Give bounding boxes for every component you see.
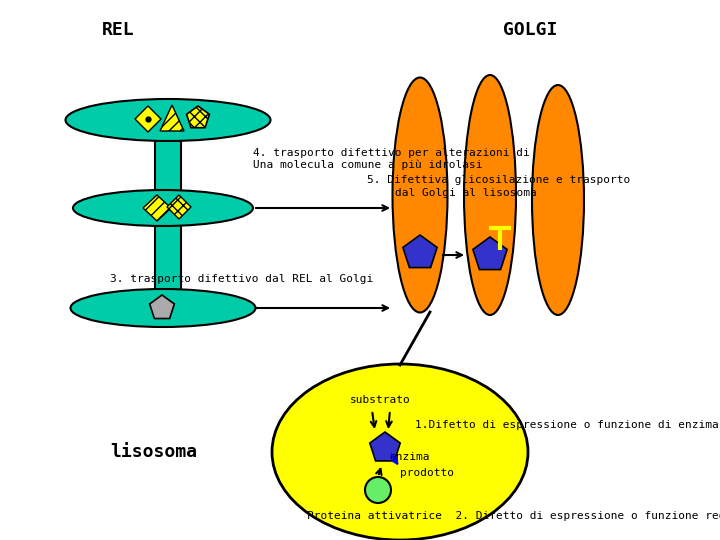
Text: substrato: substrato (350, 395, 410, 405)
Text: 5. Difettiva glicosilazione e trasporto: 5. Difettiva glicosilazione e trasporto (367, 175, 630, 185)
Text: 4. trasporto difettivo per alterazioni di: 4. trasporto difettivo per alterazioni d… (253, 148, 530, 158)
Bar (155, 102, 181, 315)
Ellipse shape (66, 99, 271, 141)
Text: Una molecula comune a più idrolasi: Una molecula comune a più idrolasi (253, 160, 482, 171)
Polygon shape (150, 295, 174, 319)
Text: enzima: enzima (389, 452, 430, 462)
Circle shape (365, 477, 391, 503)
Text: 1.Difetto di espressione o funzione di enzima: 1.Difetto di espressione o funzione di e… (415, 420, 719, 430)
Text: prodotto: prodotto (400, 468, 454, 478)
Polygon shape (167, 195, 191, 219)
Polygon shape (135, 106, 161, 132)
Ellipse shape (71, 289, 256, 327)
Text: dal Golgi al lisosoma: dal Golgi al lisosoma (395, 188, 536, 198)
Ellipse shape (392, 78, 448, 313)
Ellipse shape (464, 75, 516, 315)
Text: lisosoma: lisosoma (110, 443, 197, 461)
Ellipse shape (272, 364, 528, 540)
Polygon shape (403, 235, 437, 267)
Text: GOLGI: GOLGI (503, 21, 557, 39)
Text: REL: REL (102, 21, 135, 39)
Polygon shape (143, 195, 171, 221)
Text: Proteina attivatrice  2. Difetto di espressione o funzione regolatore: Proteina attivatrice 2. Difetto di espre… (307, 511, 720, 521)
Polygon shape (160, 105, 184, 131)
Polygon shape (473, 237, 507, 269)
Text: 3. trasporto difettivo dal REL al Golgi: 3. trasporto difettivo dal REL al Golgi (110, 274, 373, 284)
Polygon shape (370, 432, 400, 461)
Polygon shape (186, 106, 210, 127)
Ellipse shape (532, 85, 584, 315)
Ellipse shape (73, 190, 253, 226)
